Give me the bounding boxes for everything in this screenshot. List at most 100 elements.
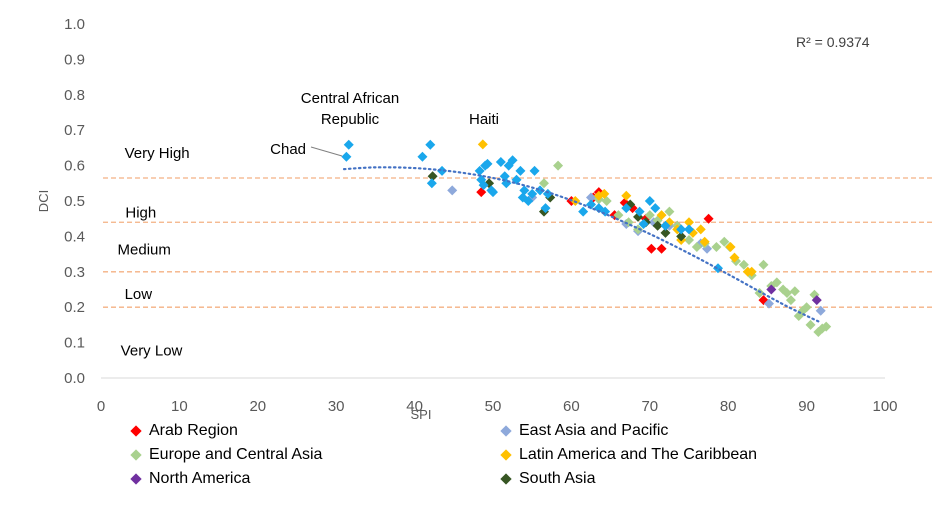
data-point [437,165,448,176]
x-axis-title: SPI [411,407,432,422]
data-point [676,224,687,235]
y-tick-label: 0.7 [64,122,85,139]
legend-label: Europe and Central Asia [149,446,323,463]
data-point [519,185,530,196]
legend-item: South Asia [500,470,596,488]
chad-leader-line [310,146,343,157]
legend-item: East Asia and Pacific [500,422,668,440]
annotations: Central African Republic Chad Haiti [270,90,499,158]
data-point [656,243,667,254]
x-tick-label: 40 [406,398,423,415]
legend-item: Europe and Central Asia [130,446,322,464]
y-tick-label: 0.9 [64,51,85,68]
legend-marker-icon [500,473,512,485]
legend-marker-icon [500,425,512,437]
y-axis-ticks: 0.0 0.1 0.2 0.3 0.4 0.5 0.6 0.7 0.8 0.9 1.0 [64,16,85,387]
y-tick-label: 1.0 [64,16,85,33]
data-point [599,188,610,199]
data-point [515,165,526,176]
legend-label: East Asia and Pacific [519,422,669,439]
data-point [660,220,671,231]
data-point [621,203,632,214]
data-point [766,284,777,295]
data-point [427,171,438,182]
band-lines [103,177,932,308]
data-point [527,188,538,199]
y-axis-title: DCI [36,190,51,212]
data-point [417,151,428,162]
data-point [656,210,667,221]
legend-item: Arab Region [130,422,238,440]
r-squared-label: R² = 0.9374 [796,34,870,50]
data-point [529,165,540,176]
y-tick-label: 0.6 [64,158,85,175]
legend-label: North America [149,470,251,487]
legend-marker-icon [500,449,512,461]
legend-label: South Asia [519,470,596,487]
data-point [821,321,832,332]
data-point [815,305,826,316]
legend-label: Arab Region [149,422,238,439]
annotation-label: Chad [270,141,306,158]
y-tick-label: 0.3 [64,264,85,281]
data-point [811,295,822,306]
data-point [754,288,765,299]
data-point [553,160,564,171]
legend-marker-icon [130,449,142,461]
data-point [474,165,485,176]
data-point [426,178,437,189]
data-point [644,210,655,221]
y-tick-label: 0.0 [64,370,85,387]
legend-marker-icon [130,425,142,437]
data-point [646,243,657,254]
data-point [634,206,645,217]
band-label: Low [125,286,153,303]
x-tick-label: 70 [641,398,658,415]
data-point [676,231,687,242]
data-point [771,277,782,288]
data-point [650,203,661,214]
data-point [785,295,796,306]
data-point [746,266,757,277]
x-axis-ticks: 0 10 20 30 40 50 60 70 80 90 100 [97,398,898,415]
data-point [684,234,694,245]
data-point [482,158,493,169]
data-point [644,196,655,206]
legend-marker-icon [130,473,142,485]
data-point [341,151,352,162]
band-label: Medium [118,241,171,258]
data-point [738,259,749,270]
data-point [613,210,624,221]
y-tick-label: 0.8 [64,87,85,104]
y-tick-label: 0.5 [64,193,85,210]
data-point [691,242,702,253]
legend-item: North America [130,470,250,488]
data-point [447,185,458,196]
band-labels: Very High High Medium Low Very Low [118,145,190,360]
x-tick-label: 30 [328,398,345,415]
x-tick-label: 20 [249,398,266,415]
x-tick-label: 100 [872,398,897,415]
annotation-label: Central African [301,90,399,107]
annotation-label: Haiti [469,111,499,128]
data-point [782,288,792,299]
legend-label: Latin America and The Caribbean [519,446,758,463]
data-point [495,157,506,168]
data-point [578,206,589,217]
data-point [711,242,722,253]
annotation-label: Republic [321,111,380,128]
y-tick-label: 0.4 [64,228,85,245]
data-point [801,302,812,313]
data-point [540,203,551,214]
data-point [729,252,740,263]
data-point [703,213,714,224]
data-points [341,139,832,337]
data-point [805,319,816,330]
data-point [719,236,730,247]
data-point [660,227,671,238]
band-label: Very Low [121,343,183,360]
data-point [789,286,800,297]
x-tick-label: 60 [563,398,580,415]
band-label: Very High [125,145,190,162]
data-point [664,206,675,217]
